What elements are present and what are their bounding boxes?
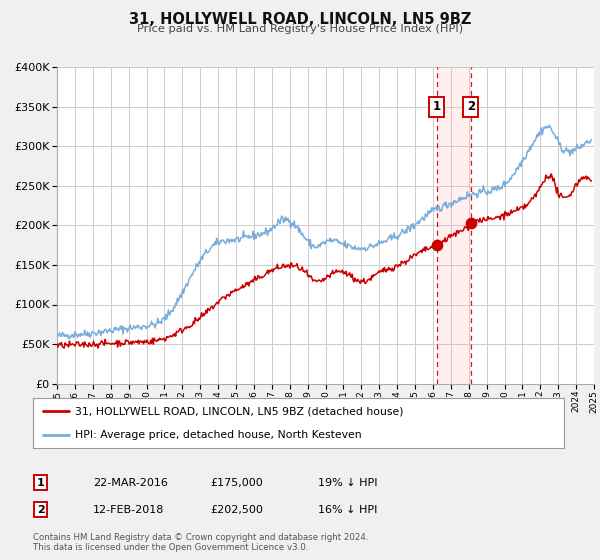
Text: 16% ↓ HPI: 16% ↓ HPI [318, 505, 377, 515]
Text: £202,500: £202,500 [210, 505, 263, 515]
Text: 31, HOLLYWELL ROAD, LINCOLN, LN5 9BZ: 31, HOLLYWELL ROAD, LINCOLN, LN5 9BZ [129, 12, 471, 27]
Text: £175,000: £175,000 [210, 478, 263, 488]
Text: 19% ↓ HPI: 19% ↓ HPI [318, 478, 377, 488]
Text: HPI: Average price, detached house, North Kesteven: HPI: Average price, detached house, Nort… [76, 431, 362, 440]
Point [432, 241, 442, 250]
Text: 2: 2 [37, 505, 44, 515]
Bar [437, 67, 471, 384]
Text: 2: 2 [467, 100, 475, 113]
Text: 31, HOLLYWELL ROAD, LINCOLN, LN5 9BZ (detached house): 31, HOLLYWELL ROAD, LINCOLN, LN5 9BZ (de… [76, 406, 404, 416]
Text: 1: 1 [433, 100, 441, 113]
Text: Price paid vs. HM Land Registry's House Price Index (HPI): Price paid vs. HM Land Registry's House … [137, 24, 463, 34]
Text: Contains HM Land Registry data © Crown copyright and database right 2024.: Contains HM Land Registry data © Crown c… [33, 533, 368, 542]
Text: 1: 1 [37, 478, 44, 488]
Point [466, 219, 476, 228]
Text: 12-FEB-2018: 12-FEB-2018 [93, 505, 164, 515]
Text: This data is licensed under the Open Government Licence v3.0.: This data is licensed under the Open Gov… [33, 543, 308, 552]
Text: 22-MAR-2016: 22-MAR-2016 [93, 478, 168, 488]
